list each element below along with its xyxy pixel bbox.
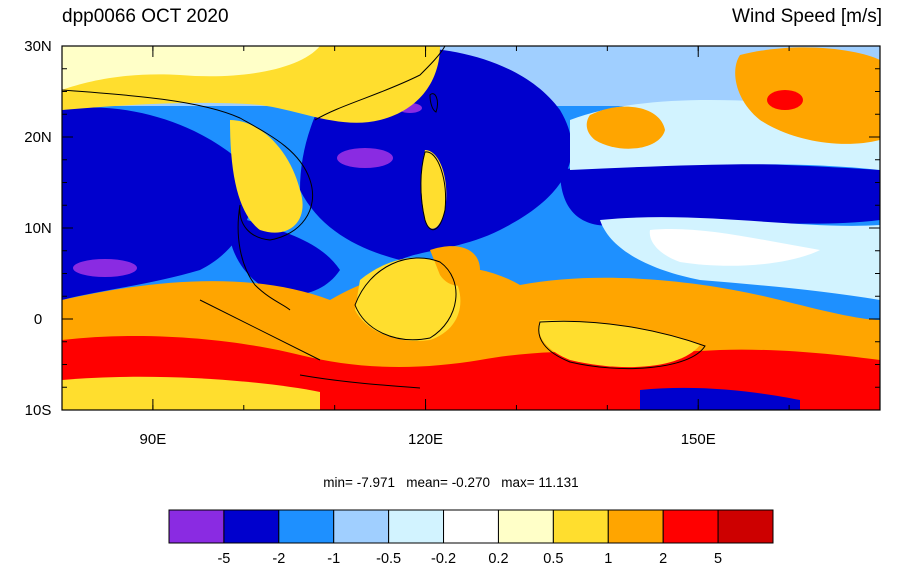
field-min-blob-2 <box>337 148 393 168</box>
field-gulf-thailand <box>229 215 340 295</box>
field-southern-edge <box>62 376 320 410</box>
figure-title: dpp0066 OCT 2020 <box>62 6 229 27</box>
colorbar-label: 0.2 <box>488 551 508 567</box>
colorbar-label: -2 <box>272 551 285 567</box>
lon-tick-label: 120E <box>408 431 443 448</box>
colorbar-label: 2 <box>659 551 667 567</box>
coast-borneo <box>354 257 457 341</box>
field-borneo <box>355 257 461 341</box>
colorbar-swatch <box>388 509 445 544</box>
mean-value: -0.270 <box>451 475 490 490</box>
lat-tick-label: 20N <box>24 129 52 146</box>
lon-tick-label: 90E <box>140 431 167 448</box>
coast-new-guinea <box>538 320 706 370</box>
coastlines <box>62 46 706 389</box>
colorbar-label: 0.5 <box>543 551 563 567</box>
mean-label: mean= <box>406 475 448 490</box>
field-pacific-blob <box>586 106 665 149</box>
max-label: max= <box>501 475 535 490</box>
field-indochina <box>230 120 303 233</box>
field-south-east-blue <box>640 387 800 410</box>
colorbar-label: 5 <box>714 551 722 567</box>
coast-malay <box>237 204 291 311</box>
field-sulu <box>430 246 480 286</box>
field-min-blob-1 <box>73 259 137 277</box>
colorbar-label: -0.5 <box>376 551 401 567</box>
colorbar-swatch <box>717 509 774 544</box>
field-asia-land-light <box>62 46 320 90</box>
colorbar-swatch <box>223 509 280 544</box>
coast-java <box>299 374 421 389</box>
lon-tick-label: 150E <box>681 431 716 448</box>
field-bay-bengal <box>62 107 253 300</box>
colorbar-swatch <box>333 509 390 544</box>
min-value: -7.971 <box>356 475 395 490</box>
min-label: min= <box>323 475 353 490</box>
lat-tick-label: 30N <box>24 38 52 55</box>
coast-sumatra <box>199 299 321 361</box>
colorbar-label: -1 <box>327 551 340 567</box>
colorbar-swatch <box>278 509 335 544</box>
field-philippines <box>421 150 447 229</box>
coast-south-asia <box>62 89 314 241</box>
colorbar-swatch <box>662 509 719 544</box>
colorbar-label: -0.2 <box>431 551 456 567</box>
colorbar: -5 -2 -1 -0.5 -0.2 0.2 0.5 1 2 5 <box>168 509 774 567</box>
axis-tick-labels: 90E 120E 150E 30N 20N 10N 0 10S <box>24 38 716 448</box>
coast-taiwan <box>429 93 438 113</box>
colorbar-swatch <box>552 509 609 544</box>
max-value: 11.131 <box>538 475 579 490</box>
coast-luzon <box>420 151 447 231</box>
lat-tick-label: 0 <box>34 311 42 328</box>
field-north-pacific-high <box>735 47 880 144</box>
variable-title: Wind Speed [m/s] <box>732 6 882 27</box>
colorbar-swatch <box>168 509 225 544</box>
field-neutral-1 <box>649 229 820 266</box>
field-new-guinea <box>538 320 700 368</box>
colorbar-label: -5 <box>217 551 230 567</box>
colorbar-swatch <box>443 509 499 544</box>
lat-tick-label: 10N <box>24 220 52 237</box>
colorbar-label: 1 <box>604 551 612 567</box>
colorbar-swatch <box>497 509 554 544</box>
field-central-pacific <box>560 162 880 226</box>
field-max-blob-1 <box>767 90 803 110</box>
axis-ticks <box>61 45 881 411</box>
colorbar-swatch <box>607 509 664 544</box>
coast-china <box>314 46 446 121</box>
lat-tick-label: 10S <box>25 402 52 419</box>
field-statistics: min= -7.971 mean= -0.270 max= 11.131 <box>0 475 902 490</box>
field-layer <box>62 46 880 410</box>
